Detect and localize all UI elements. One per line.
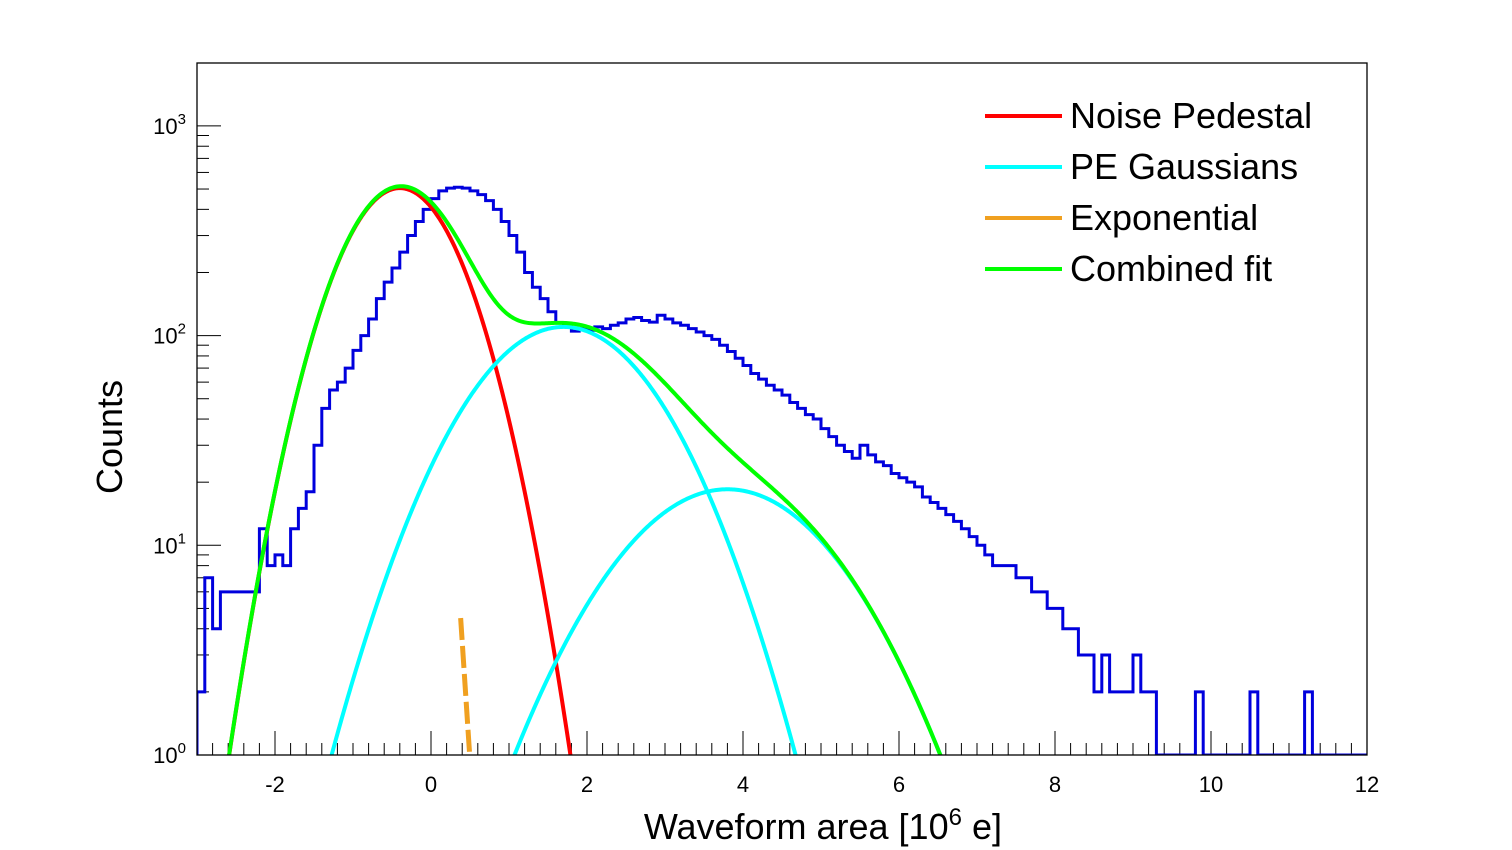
y-tick-label: 101	[153, 530, 186, 558]
combined-fit-curve	[227, 184, 943, 755]
x-axis-label: Waveform area [106 e]	[644, 804, 1002, 847]
y-tick-labels: 100 101 102 103	[153, 111, 186, 768]
pe-gaussian-2-curve	[512, 487, 943, 755]
y-tick-label: 100	[153, 740, 186, 768]
x-tick-labels: -2 0 2 4 6 8 10 12	[265, 772, 1379, 797]
plot-frame	[196, 62, 1368, 756]
legend: Noise Pedestal PE Gaussians Exponential Com…	[985, 95, 1312, 289]
x-tick-label: 0	[425, 772, 437, 797]
x-tick-label: 12	[1355, 772, 1379, 797]
legend-label: Combined fit	[1070, 248, 1272, 289]
pe-gaussian-1-curve	[329, 324, 798, 755]
exponential-curve	[458, 617, 473, 755]
legend-label: PE Gaussians	[1070, 146, 1298, 187]
y-axis-label: Counts	[89, 380, 130, 494]
x-tick-label: 6	[893, 772, 905, 797]
legend-label: Noise Pedestal	[1070, 95, 1312, 136]
x-tick-label: 2	[581, 772, 593, 797]
x-tick-label: 10	[1199, 772, 1223, 797]
histogram-line	[197, 185, 1367, 755]
y-tick-label: 103	[153, 111, 186, 139]
legend-label: Exponential	[1070, 197, 1258, 238]
x-tick-label: 4	[737, 772, 749, 797]
y-tick-label: 102	[153, 321, 186, 349]
x-tick-label: -2	[265, 772, 285, 797]
fit-curves	[197, 184, 1367, 755]
x-tick-label: 8	[1049, 772, 1061, 797]
